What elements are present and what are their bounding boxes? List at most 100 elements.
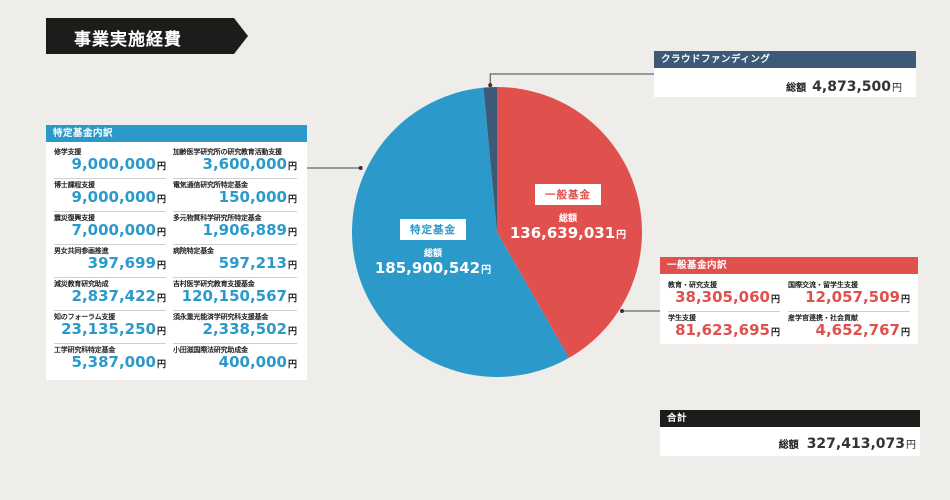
special-connector-dot (358, 166, 363, 170)
special-fund-item-amount: 150,000 (218, 188, 287, 206)
special-fund-item-amount: 9,000,000 (71, 188, 156, 206)
general-fund-item-name: 教育・研究支援 (668, 281, 717, 289)
total-label: 総額 (778, 440, 799, 451)
yen-unit: 円 (287, 195, 297, 205)
pie-label-general: 一般基金 総額 136,639,031円 (503, 183, 633, 242)
pie-slice-general (497, 87, 642, 358)
special-fund-item-name: 須永重光能済学研究科支援基金 (173, 313, 269, 321)
total-panel: 合計 総額 327,413,073円 (660, 410, 920, 456)
special-fund-item-value: 7,000,000円 (72, 221, 166, 239)
special-fund-panel: 特定基金内訳 修学支援 9,000,000円 加齢医学研究所の研究教育活動支援 3,6… (46, 125, 307, 380)
pie-slice-crowdfunding (483, 87, 497, 232)
yen-unit: 円 (156, 162, 166, 172)
special-fund-item-name: 吉村医学研究教育支援基金 (173, 280, 255, 288)
special-fund-item: 病院特定基金 597,213円 (173, 246, 297, 278)
special-fund-item-amount: 400,000 (218, 353, 287, 371)
special-fund-item-value: 120,150,567円 (182, 287, 297, 305)
general-fund-item: 産学官連携・社会貢献 4,652,767円 (788, 313, 910, 345)
special-fund-item: 男女共同参画推進 397,699円 (54, 246, 166, 278)
special-fund-item-name: 震災復興支援 (54, 214, 95, 222)
crowdfunding-total-row: 総額 4,873,500円 (786, 76, 902, 95)
special-fund-item: 多元物質科学研究所特定基金 1,906,889円 (173, 213, 297, 245)
general-fund-item-value: 12,057,509円 (805, 288, 910, 306)
crowdfunding-total-label: 総額 (786, 83, 807, 94)
special-fund-item-name: 男女共同参画推進 (54, 247, 109, 255)
pie-label-special-value-num: 185,900,542 (374, 259, 481, 277)
yen-unit: 円 (287, 261, 297, 271)
special-fund-item-amount: 3,600,000 (202, 155, 287, 173)
divider (54, 178, 166, 179)
special-fund-item-value: 2,338,502円 (203, 320, 297, 338)
yen-unit: 円 (900, 328, 910, 338)
general-fund-item-name: 学生支援 (668, 314, 696, 322)
special-fund-item-value: 9,000,000円 (72, 155, 166, 173)
crowdfunding-connector-dot (488, 83, 493, 88)
pie-label-special-total-label: 総額 (423, 249, 442, 259)
divider (54, 343, 166, 344)
special-fund-item-name: 博士課程支援 (54, 181, 95, 189)
special-fund-header: 特定基金内訳 (46, 125, 307, 142)
pie-label-general-value: 136,639,031円 (503, 224, 633, 242)
special-fund-item-value: 5,387,000円 (72, 353, 166, 371)
special-fund-item-value: 9,000,000円 (72, 188, 166, 206)
divider (54, 277, 166, 278)
yen-unit: 円 (156, 294, 166, 304)
crowdfunding-total-value: 4,873,500 (812, 79, 891, 95)
special-fund-item-name: 病院特定基金 (173, 247, 214, 255)
special-fund-item-amount: 397,699 (87, 254, 156, 272)
divider (173, 310, 297, 311)
general-fund-item-value: 4,652,767円 (816, 321, 910, 339)
yen-unit: 円 (481, 265, 492, 276)
special-fund-item-amount: 23,135,250 (61, 320, 156, 338)
divider (788, 311, 910, 312)
yen-unit: 円 (770, 328, 780, 338)
special-fund-item: 須永重光能済学研究科支援基金 2,338,502円 (173, 312, 297, 344)
yen-unit: 円 (287, 228, 297, 238)
yen-unit: 円 (156, 327, 166, 337)
special-fund-item: 博士課程支援 9,000,000円 (54, 180, 166, 212)
yen-unit: 円 (156, 261, 166, 271)
special-fund-item: 吉村医学研究教育支援基金 120,150,567円 (173, 279, 297, 311)
special-fund-item-name: 修学支援 (54, 148, 82, 156)
yen-unit: 円 (156, 195, 166, 205)
general-fund-header: 一般基金内訳 (660, 257, 918, 274)
special-fund-item: 修学支援 9,000,000円 (54, 147, 166, 179)
pie-label-general-value-num: 136,639,031 (509, 224, 616, 242)
crowdfunding-header: クラウドファンディング (654, 51, 916, 68)
special-fund-item: 加齢医学研究所の研究教育活動支援 3,600,000円 (173, 147, 297, 179)
special-fund-item-amount: 9,000,000 (71, 155, 156, 173)
divider (173, 343, 297, 344)
divider (54, 211, 166, 212)
special-fund-item: 減災教育研究助成 2,837,422円 (54, 279, 166, 311)
title-banner-shape (46, 18, 248, 54)
general-fund-item: 国際交流・留学生支援 12,057,509円 (788, 280, 910, 312)
yen-unit: 円 (156, 360, 166, 370)
yen-unit: 円 (892, 83, 902, 94)
special-fund-item-value: 150,000円 (219, 188, 297, 206)
special-fund-item-amount: 7,000,000 (71, 221, 156, 239)
special-fund-item: 震災復興支援 7,000,000円 (54, 213, 166, 245)
special-fund-item-name: 小田滋国際法研究助成金 (173, 346, 248, 354)
general-fund-item: 教育・研究支援 38,305,060円 (668, 280, 780, 312)
general-fund-item-amount: 4,652,767 (815, 321, 900, 339)
general-fund-item-name: 国際交流・留学生支援 (788, 281, 858, 289)
yen-unit: 円 (616, 230, 627, 241)
page-title: 事業実施経費 (74, 30, 182, 50)
general-fund-item-amount: 81,623,695 (675, 321, 770, 339)
special-fund-item: 電気通信研究所特定基金 150,000円 (173, 180, 297, 212)
special-fund-item: 工学研究科特定基金 5,387,000円 (54, 345, 166, 377)
special-fund-item-value: 400,000円 (219, 353, 297, 371)
special-fund-item-amount: 1,906,889 (202, 221, 287, 239)
total-value: 327,413,073 (806, 436, 905, 452)
special-fund-item-value: 23,135,250円 (61, 320, 166, 338)
special-fund-item-value: 2,837,422円 (72, 287, 166, 305)
special-fund-item: 知のフォーラム支援 23,135,250円 (54, 312, 166, 344)
pie-label-special-name: 特定基金 (400, 219, 466, 240)
special-fund-item-amount: 597,213 (218, 254, 287, 272)
yen-unit: 円 (287, 162, 297, 172)
crowdfunding-connector (489, 73, 654, 86)
special-fund-item-name: 知のフォーラム支援 (54, 313, 115, 321)
title-banner: 事業実施経費 (46, 18, 248, 54)
divider (173, 244, 297, 245)
special-fund-item-amount: 5,387,000 (71, 353, 156, 371)
